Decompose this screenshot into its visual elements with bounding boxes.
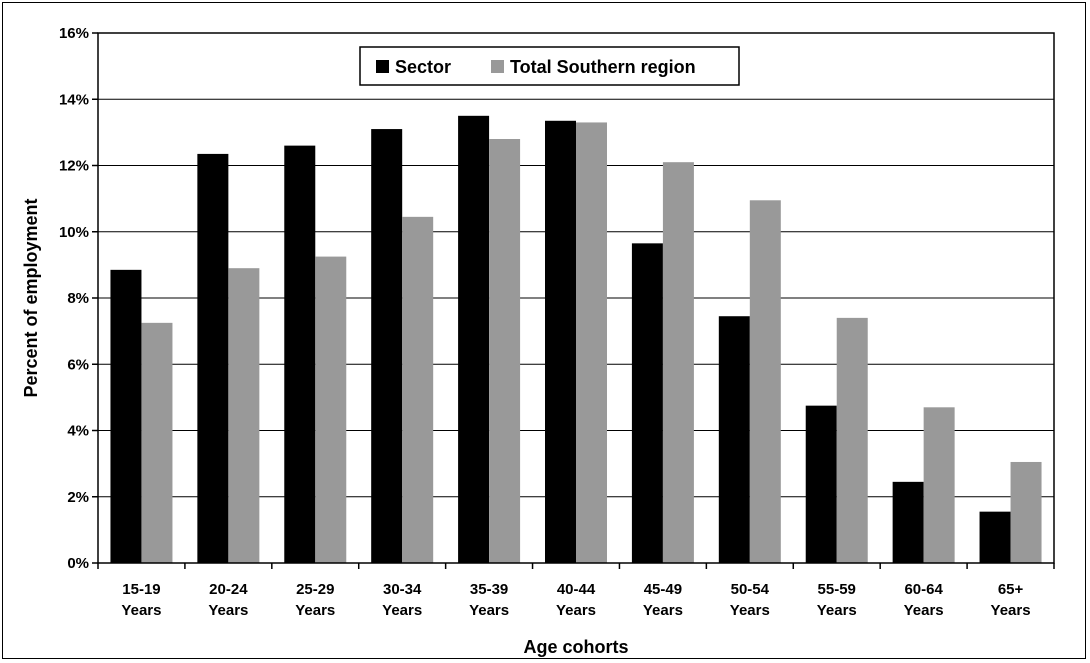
bar-sector bbox=[545, 120, 576, 563]
x-tick-label: 45-49 bbox=[644, 581, 682, 598]
legend-label-sector: Sector bbox=[395, 57, 451, 77]
y-tick-label: 12% bbox=[59, 158, 89, 175]
x-tick-label: Years bbox=[991, 602, 1031, 619]
y-tick-label: 2% bbox=[67, 489, 89, 506]
x-tick-label: 35-39 bbox=[470, 581, 508, 598]
bar-sector bbox=[718, 316, 750, 563]
x-tick-label: 15-19 bbox=[122, 581, 160, 598]
bar-total-southern-region bbox=[749, 200, 781, 563]
bar-sector bbox=[110, 269, 142, 563]
y-tick-label: 14% bbox=[59, 91, 89, 108]
x-tick-label: Years bbox=[121, 602, 161, 619]
bar-sector bbox=[979, 511, 1011, 563]
legend-box bbox=[359, 46, 740, 86]
bar-total-southern-region bbox=[228, 268, 260, 563]
bar-total-southern-region bbox=[662, 162, 694, 563]
x-tick-label: 25-29 bbox=[296, 581, 334, 598]
bar-sector bbox=[805, 405, 837, 563]
legend: Sector Total Southern region bbox=[359, 46, 740, 86]
bar-sector bbox=[631, 243, 663, 563]
y-tick-label: 8% bbox=[67, 290, 89, 307]
y-axis-title: Percent of employment bbox=[21, 198, 41, 397]
bar-total-southern-region bbox=[402, 216, 434, 563]
y-tick-label: 0% bbox=[67, 555, 89, 572]
x-tick-label: Years bbox=[643, 602, 683, 619]
x-tick-label: Years bbox=[295, 602, 335, 619]
bar-sector bbox=[892, 481, 924, 563]
x-tick-label: Years bbox=[904, 602, 944, 619]
bar-sector bbox=[458, 115, 490, 563]
y-tick-label: 16% bbox=[59, 25, 89, 42]
legend-swatch-sector bbox=[376, 60, 389, 73]
x-tick-label: 65+ bbox=[998, 581, 1024, 598]
x-tick-label: Years bbox=[730, 602, 770, 619]
bar-sector bbox=[197, 153, 229, 563]
x-tick-label: Years bbox=[208, 602, 248, 619]
bar-total-southern-region bbox=[489, 139, 521, 563]
x-tick-label: Years bbox=[556, 602, 596, 619]
x-axis: 15-19 Years 20-24 Years 25-29 Years 30-34 Years… bbox=[97, 563, 1055, 619]
bar-total-southern-region bbox=[923, 407, 955, 563]
x-tick-label: Years bbox=[469, 602, 509, 619]
y-axis: 0% 2% 4% 6% 8% 10% 12% 14% 16% bbox=[59, 25, 98, 572]
x-tick-label: 50-54 bbox=[731, 581, 770, 598]
bars bbox=[110, 115, 1042, 563]
x-tick-label: 30-34 bbox=[383, 581, 422, 598]
bar-total-southern-region bbox=[1010, 461, 1042, 563]
bar-total-southern-region bbox=[576, 122, 607, 563]
legend-label-total-southern-region: Total Southern region bbox=[510, 57, 696, 77]
x-tick-label: 60-64 bbox=[904, 581, 943, 598]
y-tick-label: 4% bbox=[67, 423, 89, 440]
x-tick-label: 20-24 bbox=[209, 581, 248, 598]
bar-sector bbox=[284, 145, 316, 563]
x-tick-label: Years bbox=[382, 602, 422, 619]
legend-swatch-total-southern-region bbox=[491, 60, 504, 73]
x-axis-title: Age cohorts bbox=[523, 637, 628, 657]
y-tick-label: 10% bbox=[59, 224, 89, 241]
bar-sector bbox=[371, 129, 403, 563]
y-tick-label: 6% bbox=[67, 356, 89, 373]
bar-total-southern-region bbox=[141, 322, 173, 563]
x-tick-label: 55-59 bbox=[818, 581, 856, 598]
bar-total-southern-region bbox=[315, 256, 347, 563]
x-tick-label: 40-44 bbox=[557, 581, 596, 598]
bar-total-southern-region bbox=[836, 317, 868, 563]
x-tick-label: Years bbox=[817, 602, 857, 619]
